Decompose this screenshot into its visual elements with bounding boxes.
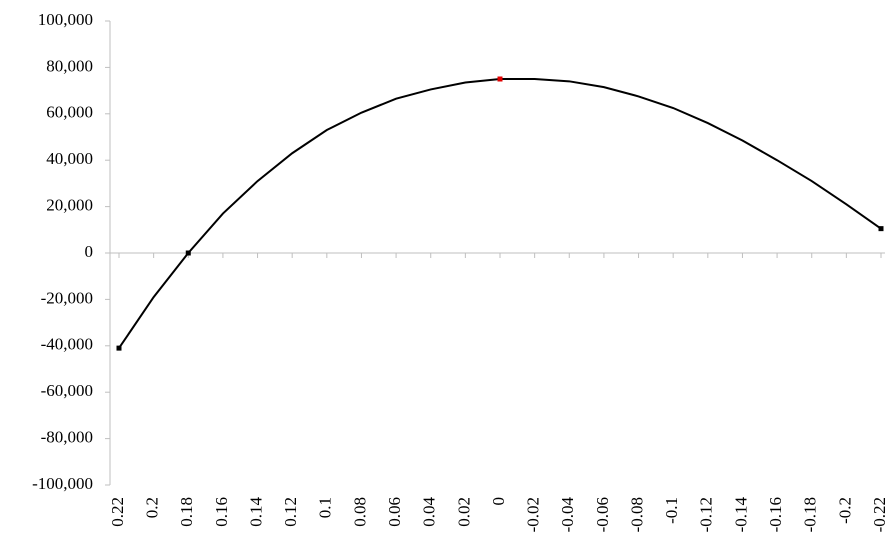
y-tick-label: -100,000	[32, 474, 93, 493]
y-tick-label: 80,000	[46, 56, 93, 75]
x-tick-label: 0.12	[281, 497, 300, 527]
marker	[185, 250, 191, 256]
x-tick-label: -0.16	[766, 497, 785, 532]
line	[118, 78, 882, 349]
x-tick-label: -0.06	[593, 497, 612, 532]
x-tick-label: 0.1	[316, 497, 335, 518]
x-tick-label: -0.2	[835, 497, 854, 524]
marker	[116, 345, 122, 351]
x-tick-label: 0.2	[143, 497, 162, 518]
x-tick-label: 0.14	[246, 497, 265, 527]
x-tick-label: 0.08	[350, 497, 369, 527]
x-tick-label: -0.04	[558, 497, 577, 533]
y-tick-label: 100,000	[38, 10, 93, 29]
x-tick-label: -0.1	[662, 497, 681, 524]
marker	[878, 226, 884, 232]
marker	[497, 76, 503, 82]
x-tick-label: -0.14	[731, 497, 750, 533]
y-tick-label: 40,000	[46, 149, 93, 168]
y-tick-label: 60,000	[46, 103, 93, 122]
y-tick-label: -20,000	[41, 288, 93, 307]
x-tick-label: 0.04	[420, 497, 439, 527]
x-tick-label: -0.08	[627, 497, 646, 532]
x-tick-label: -0.22	[870, 497, 885, 532]
x-tick-label: 0.16	[212, 497, 231, 527]
y-tick-label: 20,000	[46, 196, 93, 215]
y-tick-label: -40,000	[41, 335, 93, 354]
x-tick-label: -0.18	[801, 497, 820, 532]
x-tick-label: 0.02	[454, 497, 473, 527]
x-tick-label: 0.22	[108, 497, 127, 527]
x-tick-label: 0	[489, 497, 508, 506]
x-tick-label: 0.06	[385, 497, 404, 527]
x-tick-label: -0.02	[524, 497, 543, 532]
y-tick-label: 0	[85, 242, 94, 261]
y-tick-label: -80,000	[41, 428, 93, 447]
y-tick-label: -60,000	[41, 381, 93, 400]
x-tick-label: -0.12	[697, 497, 716, 532]
x-tick-label: 0.18	[177, 497, 196, 527]
